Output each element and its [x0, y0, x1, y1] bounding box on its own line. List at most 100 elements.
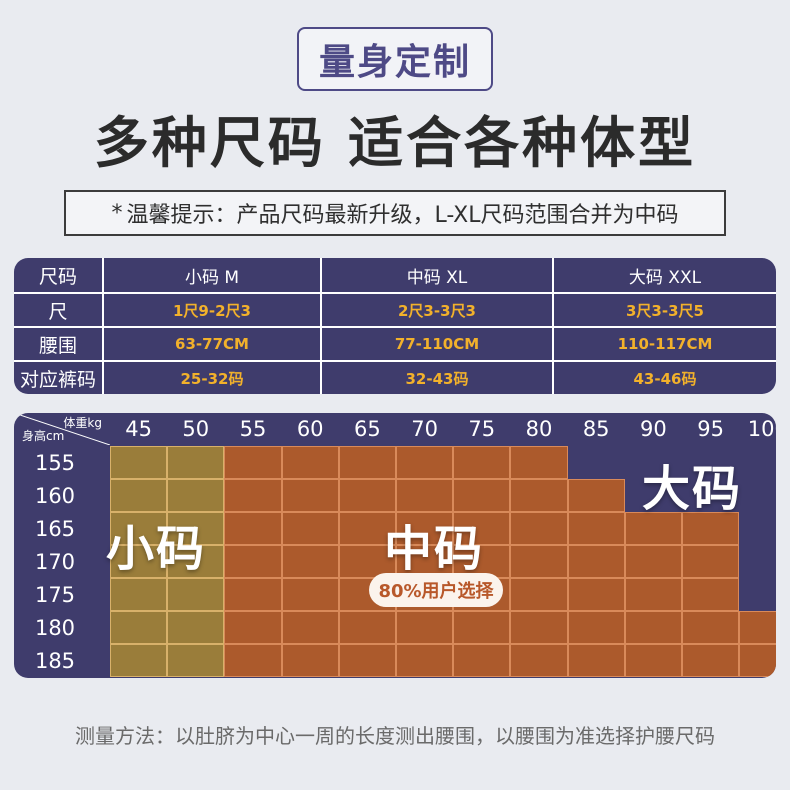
table-row: 对应裤码 25-32码 32-43码 43-46码 — [14, 360, 776, 394]
medium-size-cell — [281, 446, 339, 479]
medium-size-cell — [682, 644, 740, 677]
height-header: 170 — [34, 549, 76, 574]
table-cell: 2尺3-3尺3 — [320, 294, 552, 326]
medium-size-cell — [224, 479, 282, 512]
medium-size-cell — [338, 512, 396, 545]
medium-size-cell — [396, 512, 454, 545]
medium-size-cell — [682, 611, 740, 644]
row-header: 尺 — [48, 300, 68, 323]
small-size-cell — [110, 644, 168, 677]
height-axis-label: 身高cm — [22, 429, 65, 443]
medium-size-cell — [453, 611, 511, 644]
table-cell: 77-110CM — [320, 328, 552, 360]
table-row: 腰围 63-77CM 77-110CM 110-117CM — [14, 326, 776, 360]
table-cell: 25-32码 — [102, 362, 320, 394]
row-header: 对应裤码 — [19, 368, 96, 391]
medium-size-cell — [453, 644, 511, 677]
medium-size-cell — [510, 611, 568, 644]
weight-header: 80 — [525, 417, 553, 441]
weight-header: 60 — [296, 417, 324, 441]
medium-size-cell — [739, 644, 776, 677]
medium-size-cell — [224, 578, 282, 611]
headline: 多种尺码 适合各种体型 — [93, 111, 697, 175]
height-header: 175 — [34, 582, 76, 607]
weight-header: 70 — [411, 417, 438, 441]
medium-size-cell — [281, 611, 339, 644]
medium-size-cell — [396, 644, 454, 677]
medium-size-cell — [624, 512, 682, 545]
header-cell: 中码 XL — [320, 258, 552, 292]
small-size-cell — [167, 644, 225, 677]
table-cell: 3尺3-3尺5 — [552, 294, 776, 326]
small-size-label: 小码 — [106, 521, 207, 577]
table-cell: 1尺9-2尺3 — [102, 294, 320, 326]
grid-corner: 体重kg 身高cm — [14, 413, 110, 445]
medium-size-cell — [453, 545, 511, 578]
medium-size-cell — [567, 611, 625, 644]
weight-header: 100 — [747, 417, 776, 441]
medium-size-cell — [396, 611, 454, 644]
medium-size-cell — [567, 545, 625, 578]
medium-size-cell — [567, 512, 625, 545]
medium-size-cell — [624, 611, 682, 644]
small-size-cell — [167, 545, 225, 578]
medium-size-cell — [510, 446, 568, 479]
medium-size-cell — [624, 545, 682, 578]
small-size-cell — [167, 512, 225, 545]
small-size-cell — [167, 446, 225, 479]
medium-size-cell — [624, 644, 682, 677]
medium-size-cell — [224, 545, 282, 578]
measurement-note: 测量方法：以肚脐为中心一周的长度测出腰围，以腰围为准选择护腰尺码 — [75, 724, 715, 748]
height-header: 155 — [34, 450, 76, 475]
size-table-header: 尺码 小码 M 中码 XL 大码 XXL — [14, 258, 776, 292]
small-size-cell — [110, 512, 168, 545]
medium-size-cell — [682, 578, 740, 611]
height-header: 185 — [34, 648, 76, 673]
table-cell: 110-117CM — [552, 328, 776, 360]
medium-size-cell — [281, 479, 339, 512]
medium-size-cell — [224, 512, 282, 545]
medium-size-cell — [453, 479, 511, 512]
weight-header: 75 — [468, 417, 496, 441]
medium-size-cell — [682, 512, 740, 545]
medium-size-cell — [396, 446, 454, 479]
diagonal-divider-icon — [14, 413, 110, 445]
asterisk-icon: * — [111, 200, 123, 226]
weight-axis-label: 体重kg — [63, 416, 102, 430]
header-cell: 大码 XXL — [552, 258, 776, 292]
small-size-cell — [110, 479, 168, 512]
medium-size-cell — [510, 479, 568, 512]
small-size-cell — [167, 611, 225, 644]
medium-size-cell — [338, 446, 396, 479]
weight-header: 85 — [582, 417, 610, 441]
medium-size-cell — [453, 512, 511, 545]
medium-size-cell — [338, 644, 396, 677]
medium-size-cell — [281, 512, 339, 545]
medium-size-cell — [281, 644, 339, 677]
notice-text: 温馨提示：产品尺码最新升级，L-XL尺码范围合并为中码 — [126, 203, 679, 228]
table-row: 尺 1尺9-2尺3 2尺3-3尺3 3尺3-3尺5 — [14, 292, 776, 326]
table-cell: 32-43码 — [320, 362, 552, 394]
medium-size-cell — [224, 644, 282, 677]
medium-size-cell — [739, 611, 776, 644]
medium-size-cell — [281, 545, 339, 578]
medium-size-cell — [224, 611, 282, 644]
medium-size-cell — [510, 578, 568, 611]
height-header: 160 — [34, 483, 76, 508]
medium-size-cell — [510, 644, 568, 677]
medium-size-cell — [510, 545, 568, 578]
medium-size-cell — [567, 578, 625, 611]
row-header: 腰围 — [38, 334, 77, 357]
small-size-cell — [110, 611, 168, 644]
medium-size-cell — [396, 479, 454, 512]
header-cell: 小码 M — [102, 258, 320, 292]
small-size-cell — [167, 479, 225, 512]
weight-header: 55 — [239, 417, 267, 441]
custom-fit-badge: 量身定制 — [297, 27, 493, 91]
size-table: 尺码 小码 M 中码 XL 大码 XXL 尺 1尺9-2尺3 2尺3-3尺3 3… — [14, 258, 776, 394]
large-size-label: 大码 — [642, 461, 743, 517]
size-grid: 体重kg 身高cm 45 50 55 60 65 70 75 80 85 90 95 100 155 16… — [14, 413, 776, 678]
medium-size-cell — [281, 578, 339, 611]
weight-header: 95 — [697, 417, 724, 441]
table-cell: 63-77CM — [102, 328, 320, 360]
